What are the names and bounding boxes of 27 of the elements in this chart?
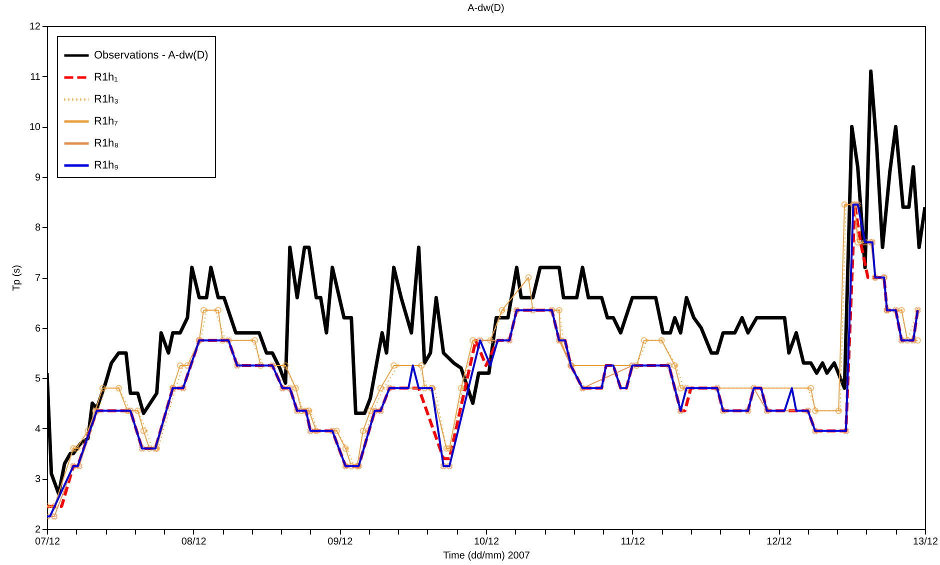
legend-label: R1h₃ bbox=[94, 94, 119, 106]
y-tick-label: 5 bbox=[34, 374, 41, 385]
y-tick-label: 6 bbox=[34, 323, 41, 334]
y-tick-label: 8 bbox=[34, 222, 41, 234]
y-tick-label: 2 bbox=[34, 524, 41, 536]
x-tick-label: 07/12 bbox=[34, 536, 60, 548]
y-axis-title: Tp (s) bbox=[11, 264, 22, 292]
x-axis-title: Time (dd/mm) 2007 bbox=[443, 550, 530, 562]
legend-label: R1h₈ bbox=[94, 138, 119, 150]
chart-title: A-dw(D) bbox=[468, 3, 504, 14]
y-tick-label: 10 bbox=[29, 122, 41, 134]
x-tick-label: 09/12 bbox=[328, 536, 354, 548]
y-tick-label: 11 bbox=[30, 72, 41, 83]
y-tick-label: 7 bbox=[34, 273, 41, 284]
x-tick-label: 10/12 bbox=[474, 536, 500, 548]
x-tick-label: 12/12 bbox=[766, 536, 792, 548]
legend-label: Observations - A-dw(D) bbox=[94, 50, 208, 62]
y-tick-label: 9 bbox=[34, 172, 41, 184]
x-tick-label: 13/12 bbox=[912, 536, 938, 548]
legend-label: R1h₉ bbox=[94, 160, 119, 172]
legend-label: R1h₁ bbox=[94, 72, 118, 84]
y-tick-label: 12 bbox=[29, 22, 41, 32]
y-tick-label: 4 bbox=[34, 424, 41, 435]
x-tick-label: 08/12 bbox=[181, 536, 207, 548]
x-tick-label: 11/12 bbox=[620, 536, 646, 548]
y-tick-label: 3 bbox=[34, 474, 41, 486]
legend-label: R1h₇ bbox=[94, 116, 118, 128]
